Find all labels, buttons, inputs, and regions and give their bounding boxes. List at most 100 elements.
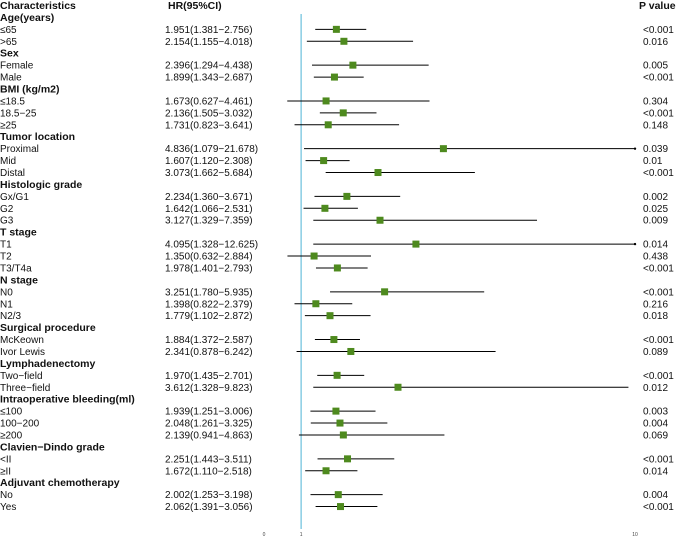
p-value: 0.216	[643, 299, 668, 310]
hr-point-marker	[343, 192, 351, 200]
hr-point-marker	[347, 347, 355, 355]
subgroup-label: Ivor Lewis	[0, 347, 45, 358]
hr-point-marker	[330, 73, 338, 81]
group-label: T stage	[0, 227, 37, 239]
hr-value: 1.672(1.110−2.518)	[165, 466, 252, 477]
group-label: Histologic grade	[0, 179, 82, 191]
hr-point-marker	[334, 491, 342, 499]
x-tick-label: 10	[632, 532, 638, 538]
ci-arrow-end	[633, 242, 637, 246]
hr-point-marker	[381, 288, 389, 296]
p-value: 0.01	[643, 156, 663, 167]
subgroup-label: N1	[0, 299, 13, 310]
header-characteristics: Characteristics	[0, 0, 76, 12]
header-p-value: P value	[639, 0, 676, 12]
p-value: 0.009	[643, 216, 668, 227]
p-value: <0.001	[643, 287, 674, 298]
hr-point-marker	[337, 503, 345, 511]
hr-value: 1.939(1.251−3.006)	[165, 407, 253, 418]
subgroup-label: 18.5−25	[0, 108, 37, 119]
hr-value: 2.048(1.261−3.325)	[165, 419, 253, 430]
hr-point-marker	[322, 97, 330, 105]
hr-point-marker	[310, 252, 318, 260]
hr-point-marker	[336, 419, 344, 427]
hr-value: 1.978(1.401−2.793)	[165, 263, 253, 274]
hr-point-marker	[439, 145, 447, 153]
p-value: 0.018	[643, 311, 668, 322]
subgroup-label: >65	[0, 37, 17, 48]
hr-value: 3.073(1.662−5.684)	[165, 168, 253, 179]
hr-point-marker	[332, 25, 340, 33]
hr-point-marker	[349, 61, 357, 69]
subgroup-label: Proximal	[0, 144, 39, 155]
subgroup-label: ≥II	[0, 466, 11, 477]
group-label: Intraoperative bleeding(ml)	[0, 394, 135, 406]
hr-value: 2.396(1.294−4.438)	[165, 61, 253, 72]
p-value: <0.001	[643, 371, 674, 382]
p-value: 0.004	[643, 490, 668, 501]
hr-point-marker	[339, 109, 347, 117]
hr-value: 2.136(1.505−3.032)	[165, 108, 253, 119]
subgroup-label: N0	[0, 287, 13, 298]
hr-value: 2.341(0.878−6.242)	[165, 347, 253, 358]
group-label: Clavien−Dindo grade	[0, 441, 105, 453]
hr-point-marker	[320, 157, 328, 165]
hr-value: 3.612(1.328−9.823)	[165, 383, 253, 394]
p-value: <0.001	[643, 335, 674, 346]
subgroup-label: Yes	[0, 502, 16, 513]
p-value: 0.012	[643, 383, 668, 394]
subgroup-label: G2	[0, 204, 14, 215]
p-value: 0.004	[643, 419, 668, 430]
hr-point-marker	[324, 121, 332, 129]
subgroup-label: ≥25	[0, 120, 17, 131]
p-value: 0.005	[643, 61, 668, 72]
p-value: 0.014	[643, 240, 668, 251]
p-value: 0.148	[643, 120, 668, 131]
subgroup-label: No	[0, 490, 13, 501]
subgroup-label: Three−field	[0, 383, 50, 394]
header-hr: HR(95%CI)	[168, 0, 222, 12]
p-value: <0.001	[643, 108, 674, 119]
hr-value: 1.884(1.372−2.587)	[165, 335, 253, 346]
hr-value: 2.154(1.155−4.018)	[165, 37, 253, 48]
ci-arrow-end	[633, 147, 637, 150]
p-value: <0.001	[643, 73, 674, 84]
hr-value: 2.002(1.253−3.198)	[165, 490, 253, 501]
subgroup-label: Two−field	[0, 371, 43, 382]
hr-point-marker	[333, 371, 341, 379]
subgroup-label: ≤65	[0, 25, 17, 36]
p-value: 0.002	[643, 192, 668, 203]
hr-point-marker	[394, 383, 402, 391]
p-value: 0.304	[643, 96, 668, 107]
p-value: <0.001	[643, 263, 674, 274]
hr-value: 2.251(1.443−3.511)	[165, 454, 252, 465]
group-label: Surgical procedure	[0, 322, 96, 334]
hr-value: 3.251(1.780−5.935)	[165, 287, 253, 298]
p-value: 0.014	[643, 466, 668, 477]
subgroup-label: G3	[0, 216, 14, 227]
p-value: 0.016	[643, 37, 668, 48]
group-label: Lymphadenectomy	[0, 358, 95, 370]
subgroup-label: Mid	[0, 156, 16, 167]
p-value: <0.001	[643, 25, 674, 36]
p-value: <0.001	[643, 454, 674, 465]
p-value: 0.039	[643, 144, 668, 155]
hr-value: 2.139(0.941−4.863)	[165, 430, 253, 441]
subgroup-label: <II	[0, 454, 11, 465]
hr-point-marker	[322, 467, 330, 475]
hr-point-marker	[376, 216, 384, 224]
hr-value: 4.836(1.079−21.678)	[165, 144, 258, 155]
subgroup-label: Gx/G1	[0, 192, 29, 203]
subgroup-label: Male	[0, 73, 22, 84]
group-label: Adjuvant chemotherapy	[0, 477, 120, 489]
hr-point-marker	[340, 37, 348, 45]
marks-layer: 0 1 10	[263, 14, 638, 538]
group-label: Sex	[0, 48, 19, 60]
p-value: <0.001	[643, 502, 674, 513]
hr-value: 1.673(0.627−4.461)	[165, 96, 253, 107]
p-value: <0.001	[643, 168, 674, 179]
x-tick-label: 1	[300, 532, 303, 538]
hr-point-marker	[330, 336, 338, 344]
hr-point-marker	[412, 240, 420, 248]
